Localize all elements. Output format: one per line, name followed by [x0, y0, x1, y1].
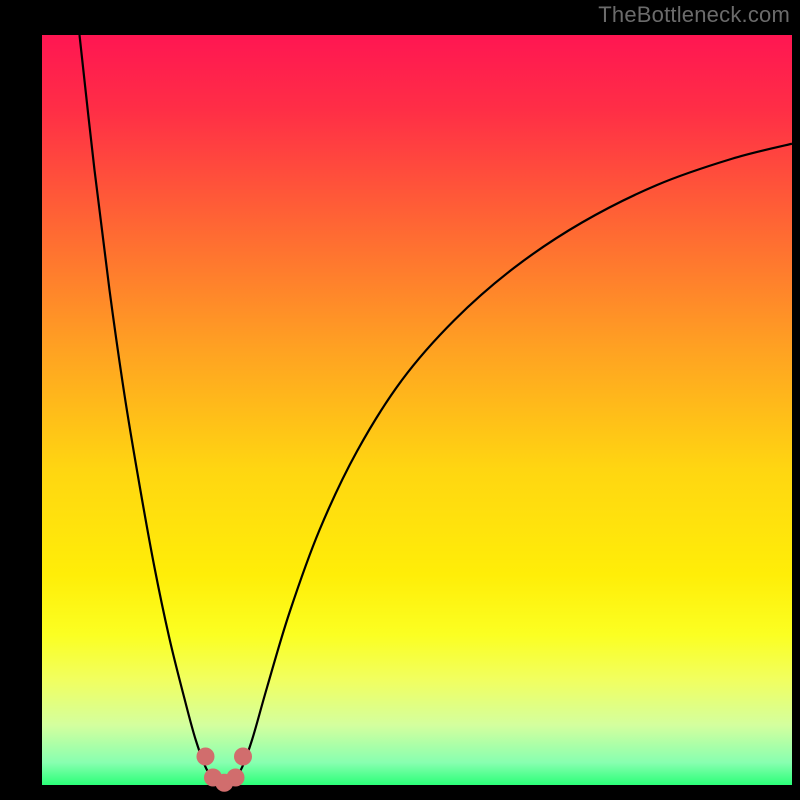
bottleneck-curve-chart	[0, 0, 800, 800]
watermark-text: TheBottleneck.com	[598, 2, 790, 28]
chart-container: TheBottleneck.com	[0, 0, 800, 800]
trough-marker	[197, 748, 215, 766]
trough-marker	[234, 748, 252, 766]
trough-marker	[227, 769, 245, 787]
chart-plot-area	[42, 35, 792, 785]
